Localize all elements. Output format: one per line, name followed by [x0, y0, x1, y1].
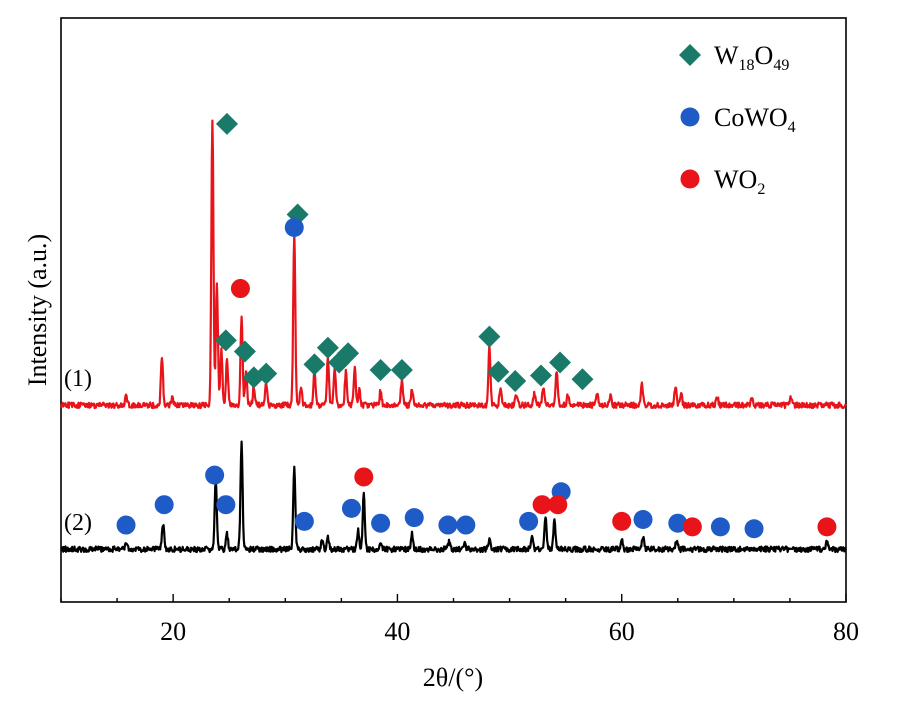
x-tick-label: 20: [160, 617, 186, 646]
phase-marker-wo2: [682, 517, 702, 537]
phase-marker-cowo4: [668, 513, 688, 533]
phase-marker-wo2: [612, 511, 632, 531]
phase-marker-w18o49: [478, 325, 501, 348]
phase-marker-cowo4: [371, 513, 391, 533]
legend-label-cowo4: CoWO4: [714, 103, 796, 136]
series-curve-1: [59, 119, 847, 410]
phase-marker-w18o49: [504, 370, 527, 393]
phase-marker-w18o49: [529, 364, 552, 387]
phase-marker-cowo4: [404, 508, 424, 528]
series-label-2: (2): [64, 510, 92, 536]
x-axis-title: 2θ/(°): [423, 663, 483, 692]
x-tick-label: 60: [609, 617, 635, 646]
phase-marker-w18o49: [487, 360, 510, 383]
phase-marker-wo2: [354, 467, 374, 487]
phase-marker-w18o49: [215, 112, 238, 135]
phase-marker-w18o49: [369, 358, 392, 381]
phase-marker-cowo4: [216, 495, 236, 515]
phase-marker-wo2: [532, 495, 552, 515]
phase-marker-cowo4: [294, 511, 314, 531]
phase-marker-cowo4: [284, 218, 304, 237]
phase-marker-w18o49: [303, 353, 326, 376]
x-axis-ticks: 20 40 60 80: [60, 594, 859, 646]
phase-marker-cowo4: [710, 517, 730, 537]
phase-marker-wo2: [230, 279, 250, 299]
phase-marker-w18o49: [233, 340, 256, 363]
phase-marker-cowo4: [341, 498, 361, 518]
series-curve-2: [60, 440, 847, 554]
phase-marker-cowo4: [205, 465, 225, 485]
phase-marker-cowo4: [456, 515, 476, 535]
x-tick-label: 80: [833, 617, 859, 646]
phase-marker-w18o49: [316, 336, 339, 359]
phase-marker-cowo4: [438, 515, 458, 535]
phase-marker-w18o49: [571, 368, 594, 391]
legend-label-w18o49: W18O49: [714, 41, 789, 74]
phase-marker-cowo4: [116, 515, 136, 535]
phase-marker-cowo4: [154, 495, 174, 515]
phase-marker-cowo4: [633, 510, 653, 529]
phase-marker-w18o49: [549, 351, 572, 374]
x-tick-label: 40: [384, 617, 410, 646]
phase-marker-w18o49: [214, 329, 237, 352]
phase-marker-cowo4: [744, 519, 764, 539]
phase-marker-w18o49: [390, 358, 413, 381]
phase-marker-w18o49: [255, 362, 278, 385]
y-axis-title: Intensity (a.u.): [23, 234, 52, 386]
phase-marker-wo2: [548, 495, 568, 515]
series-layer: [59, 119, 847, 554]
legend-marker-cowo4: [680, 107, 700, 127]
legend-marker-wo2: [680, 169, 700, 189]
legend-marker-w18o49: [679, 44, 701, 66]
legend-label-wo2: WO2: [714, 165, 765, 198]
phase-marker-cowo4: [519, 511, 539, 531]
phase-marker-wo2: [817, 517, 837, 537]
phase-marker-layer: [116, 112, 837, 539]
series-label-1: (1): [64, 366, 92, 392]
legend: W18O49 CoWO4 WO2: [679, 41, 796, 198]
phase-marker-w18o49: [337, 342, 360, 365]
